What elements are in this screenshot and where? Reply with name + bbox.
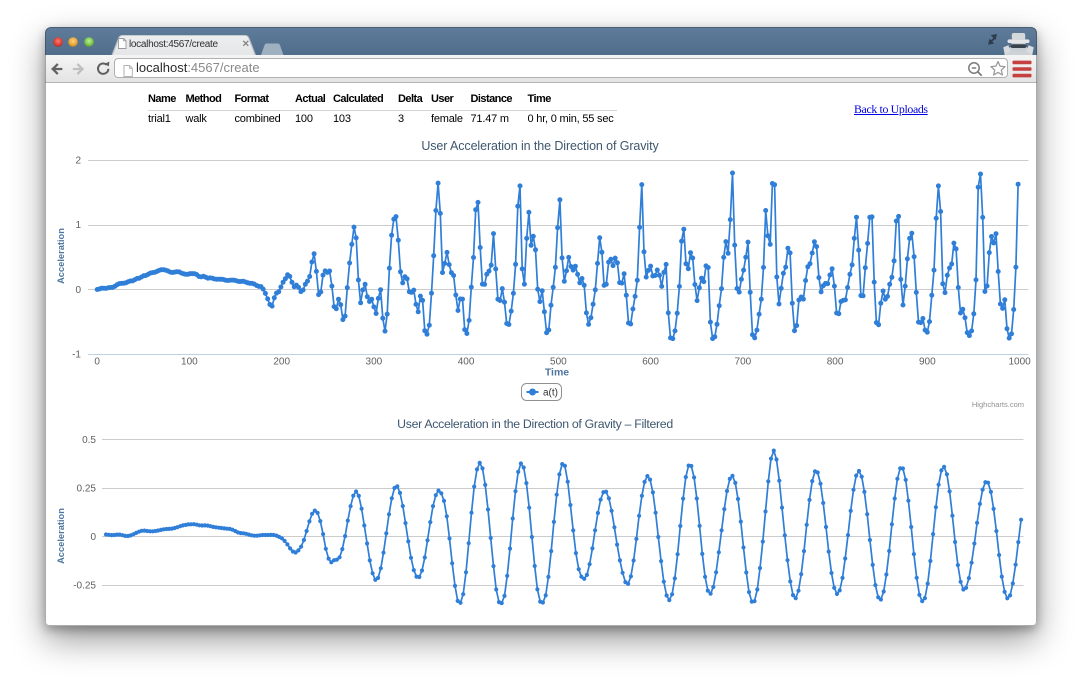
svg-text:Acceleration: Acceleration [56, 508, 66, 564]
svg-text:0.25: 0.25 [77, 483, 97, 494]
svg-text:700: 700 [735, 357, 752, 368]
svg-text:800: 800 [827, 357, 844, 368]
svg-text:User Acceleration in the Direc: User Acceleration in the Direction of Gr… [421, 139, 659, 153]
svg-text:0.5: 0.5 [82, 435, 96, 446]
svg-text:400: 400 [458, 357, 475, 368]
svg-text:Highcharts.com: Highcharts.com [972, 400, 1024, 409]
svg-text:300: 300 [366, 357, 383, 368]
svg-text:-0.25: -0.25 [73, 580, 96, 591]
svg-text:0: 0 [90, 532, 96, 543]
svg-text:500: 500 [550, 357, 567, 368]
svg-text:2: 2 [75, 156, 81, 167]
svg-text:-1: -1 [72, 349, 81, 360]
svg-text:200: 200 [273, 357, 290, 368]
svg-text:0: 0 [75, 285, 81, 296]
svg-text:1000: 1000 [1008, 357, 1031, 368]
svg-text:600: 600 [642, 357, 659, 368]
svg-text:localhost:4567/create: localhost:4567/create [129, 39, 219, 50]
svg-text:Acceleration: Acceleration [56, 228, 66, 284]
svg-text:900: 900 [919, 357, 936, 368]
svg-text:a(t): a(t) [543, 388, 558, 399]
svg-text:0: 0 [94, 357, 100, 368]
svg-text:Time: Time [545, 367, 569, 379]
svg-text:1: 1 [75, 220, 81, 231]
svg-text:100: 100 [181, 357, 198, 368]
svg-text:User Acceleration in the Direc: User Acceleration in the Direction of Gr… [397, 417, 673, 431]
